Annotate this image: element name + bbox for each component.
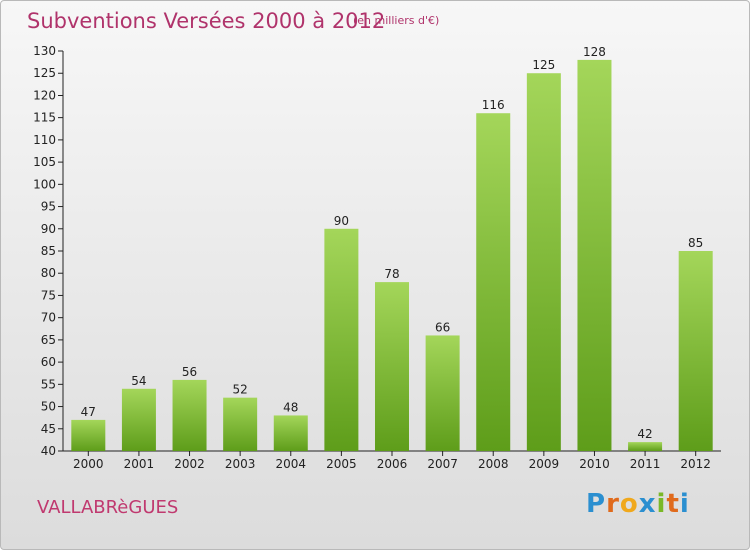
y-tick-label: 120 bbox=[33, 88, 56, 102]
value-label-2001: 54 bbox=[131, 374, 146, 388]
bar-2006 bbox=[375, 282, 409, 451]
place-name: VALLABRèGUES bbox=[37, 497, 179, 518]
value-label-2010: 128 bbox=[583, 45, 606, 59]
value-label-2011: 42 bbox=[637, 427, 652, 441]
x-tick-label-2002: 2002 bbox=[174, 457, 205, 471]
y-tick-label: 105 bbox=[33, 155, 56, 169]
bar-2004 bbox=[273, 415, 308, 451]
bar-2009 bbox=[526, 73, 561, 451]
x-tick-label-2012: 2012 bbox=[680, 457, 711, 471]
value-label-2003: 52 bbox=[233, 383, 248, 397]
logo-letter: o bbox=[619, 489, 639, 519]
y-tick-label: 110 bbox=[33, 133, 56, 147]
y-tick-label: 75 bbox=[41, 288, 56, 302]
logo-letter: x bbox=[638, 489, 657, 519]
y-tick-label: 40 bbox=[41, 444, 56, 458]
bar-2005 bbox=[324, 228, 359, 451]
value-label-2008: 116 bbox=[482, 98, 505, 112]
bar-2003 bbox=[223, 397, 258, 451]
logo-letter: t bbox=[666, 489, 680, 519]
x-tick-label-2011: 2011 bbox=[630, 457, 661, 471]
value-label-2009: 125 bbox=[532, 58, 555, 72]
x-axis: 2000 2001 2002 2003 2004 2005 2006 2007 2008 2009… bbox=[63, 450, 721, 471]
bar-2008 bbox=[476, 113, 511, 451]
value-label-2005: 90 bbox=[334, 214, 349, 228]
y-tick-label: 65 bbox=[41, 333, 56, 347]
proxiti-logo[interactable]: Proxiti bbox=[586, 489, 690, 519]
x-tick-label-2007: 2007 bbox=[427, 457, 458, 471]
y-tick-label: 100 bbox=[33, 177, 56, 191]
value-label-2000: 47 bbox=[81, 405, 96, 419]
y-tick-label: 45 bbox=[41, 422, 56, 436]
bar-2010 bbox=[577, 59, 612, 452]
value-labels: 47 54 56 52 48 90 78 66 116 125 128 42 85 bbox=[81, 45, 704, 441]
x-tick-label-2000: 2000 bbox=[73, 457, 104, 471]
x-tick-label-2008: 2008 bbox=[478, 457, 509, 471]
value-label-2012: 85 bbox=[688, 236, 703, 250]
x-tick-label-2004: 2004 bbox=[275, 457, 306, 471]
y-axis: 40 45 50 55 60 65 70 75 80 85 90 95 100 105 110 115 120 1… bbox=[33, 44, 64, 458]
y-tick-label: 125 bbox=[33, 66, 56, 80]
x-tick-label-2005: 2005 bbox=[326, 457, 357, 471]
y-tick-label: 70 bbox=[41, 311, 56, 325]
y-tick-label: 115 bbox=[33, 111, 56, 125]
bar-2001 bbox=[121, 388, 156, 451]
chart-subtitle: (en milliers d'€) bbox=[353, 14, 440, 27]
x-tick-label-2009: 2009 bbox=[529, 457, 560, 471]
y-tick-label: 55 bbox=[41, 377, 56, 391]
value-label-2004: 48 bbox=[283, 400, 298, 414]
logo-letter: P bbox=[586, 489, 607, 519]
y-tick-label: 50 bbox=[41, 400, 56, 414]
x-tick-label-2001: 2001 bbox=[124, 457, 155, 471]
x-tick-label-2010: 2010 bbox=[579, 457, 610, 471]
x-tick-label-2006: 2006 bbox=[377, 457, 408, 471]
chart-title: Subventions Versées 2000 à 2012 bbox=[27, 9, 386, 33]
x-tick-label-2003: 2003 bbox=[225, 457, 256, 471]
bar-2007 bbox=[425, 335, 460, 451]
y-tick-label: 90 bbox=[41, 222, 56, 236]
y-tick-label: 130 bbox=[33, 44, 56, 58]
value-label-2006: 78 bbox=[384, 267, 399, 281]
logo-letter: i bbox=[656, 489, 667, 519]
y-tick-label: 85 bbox=[41, 244, 56, 258]
logo-letter: i bbox=[679, 489, 690, 519]
y-tick-label: 95 bbox=[41, 200, 56, 214]
y-tick-label: 60 bbox=[41, 355, 56, 369]
bars bbox=[71, 59, 713, 452]
bar-2002 bbox=[172, 379, 207, 451]
value-label-2007: 66 bbox=[435, 320, 450, 334]
bar-2012 bbox=[678, 251, 713, 451]
bar-2000 bbox=[71, 419, 106, 451]
value-label-2002: 56 bbox=[182, 365, 197, 379]
bar-2011 bbox=[628, 442, 663, 451]
logo-letter: r bbox=[606, 489, 620, 519]
y-tick-label: 80 bbox=[41, 266, 56, 280]
